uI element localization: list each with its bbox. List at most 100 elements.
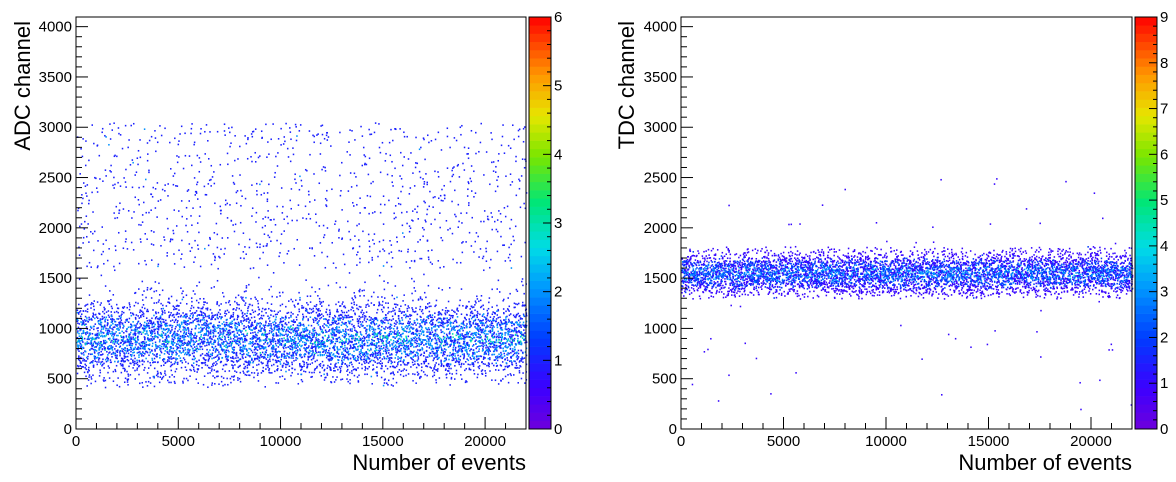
heatmap-cell bbox=[337, 322, 340, 325]
heatmap-cell bbox=[137, 339, 140, 341]
heatmap-cell bbox=[117, 318, 120, 320]
heatmap-cell bbox=[316, 359, 318, 362]
heatmap-cell bbox=[179, 337, 182, 340]
heatmap-cell bbox=[84, 363, 86, 366]
heatmap-cell bbox=[96, 356, 99, 359]
heatmap-cell bbox=[271, 330, 273, 333]
heatmap-cell bbox=[228, 338, 230, 341]
heatmap-cell bbox=[148, 329, 151, 332]
heatmap-cell bbox=[135, 330, 137, 332]
heatmap-cell bbox=[294, 327, 297, 329]
heatmap-cell bbox=[372, 339, 374, 342]
heatmap-cell bbox=[376, 357, 378, 359]
heatmap-cell bbox=[217, 375, 219, 378]
heatmap-cell bbox=[201, 362, 203, 365]
heatmap-cell bbox=[160, 334, 162, 337]
heatmap-cell bbox=[107, 345, 110, 348]
heatmap-cell bbox=[199, 297, 201, 300]
heatmap-cell bbox=[140, 352, 143, 355]
heatmap-cell bbox=[171, 358, 173, 360]
heatmap-cell bbox=[317, 295, 319, 297]
heatmap-cell bbox=[87, 342, 90, 345]
heatmap-cell bbox=[339, 367, 342, 370]
heatmap-cell bbox=[105, 334, 107, 337]
heatmap-cell bbox=[159, 376, 162, 378]
heatmap-cell bbox=[114, 348, 116, 350]
heatmap-cell bbox=[172, 338, 175, 341]
heatmap-cell bbox=[190, 297, 193, 299]
heatmap-cell bbox=[97, 329, 99, 332]
heatmap-cell bbox=[344, 347, 346, 349]
heatmap-cell bbox=[131, 159, 134, 161]
heatmap-cell bbox=[152, 361, 155, 363]
heatmap-cell bbox=[331, 241, 333, 244]
heatmap-cell bbox=[172, 305, 175, 307]
heatmap-cell bbox=[116, 328, 118, 330]
heatmap-cell bbox=[202, 317, 205, 319]
heatmap-cell bbox=[347, 350, 350, 353]
heatmap-cell bbox=[287, 222, 289, 225]
heatmap-cell bbox=[364, 162, 366, 165]
heatmap-cell bbox=[239, 338, 242, 340]
heatmap-cell bbox=[237, 294, 240, 297]
heatmap-cell bbox=[115, 338, 118, 341]
heatmap-cell bbox=[89, 333, 91, 336]
heatmap-cell bbox=[226, 377, 228, 380]
heatmap-cell bbox=[150, 320, 152, 322]
heatmap-cell bbox=[367, 233, 370, 236]
heatmap-cell bbox=[131, 186, 134, 189]
heatmap-cell bbox=[266, 192, 269, 194]
heatmap-cell bbox=[325, 324, 327, 326]
heatmap-cell bbox=[384, 365, 387, 367]
heatmap-cell bbox=[225, 355, 228, 358]
heatmap-cell bbox=[216, 355, 218, 358]
heatmap-cell bbox=[365, 359, 368, 362]
heatmap-cell bbox=[112, 340, 115, 343]
heatmap-cell bbox=[351, 129, 353, 132]
heatmap-cell bbox=[206, 338, 208, 341]
heatmap-cell bbox=[132, 359, 134, 362]
heatmap-cell bbox=[173, 306, 176, 309]
heatmap-cell bbox=[368, 319, 371, 322]
heatmap-cell bbox=[265, 333, 267, 336]
heatmap-cell bbox=[318, 308, 320, 310]
heatmap-cell bbox=[128, 342, 131, 345]
heatmap-cell bbox=[266, 324, 269, 327]
heatmap-cell bbox=[265, 368, 267, 370]
heatmap-cell bbox=[158, 325, 160, 328]
heatmap-cell bbox=[234, 336, 236, 338]
heatmap-cell bbox=[238, 334, 240, 336]
heatmap-cell bbox=[187, 353, 189, 355]
heatmap-cell bbox=[280, 321, 282, 323]
heatmap-cell bbox=[347, 342, 350, 344]
heatmap-cell bbox=[313, 305, 316, 307]
heatmap-cell bbox=[253, 316, 256, 318]
heatmap-cell bbox=[249, 342, 252, 345]
heatmap-cell bbox=[315, 303, 318, 306]
heatmap-cell bbox=[357, 348, 359, 350]
heatmap-cell bbox=[153, 328, 155, 331]
heatmap-cell bbox=[232, 313, 235, 316]
heatmap-cell bbox=[104, 339, 107, 342]
heatmap-cell bbox=[183, 335, 186, 337]
heatmap-cell bbox=[84, 164, 87, 167]
heatmap-cell bbox=[145, 341, 147, 343]
heatmap-cell bbox=[117, 327, 119, 330]
heatmap-cell bbox=[385, 357, 388, 360]
heatmap-cell bbox=[238, 328, 241, 331]
heatmap-cell bbox=[244, 318, 246, 321]
heatmap-cell bbox=[385, 316, 388, 319]
heatmap-cell bbox=[128, 341, 131, 343]
heatmap-cell bbox=[214, 382, 216, 385]
heatmap-cell bbox=[151, 342, 154, 345]
heatmap-cell bbox=[353, 205, 355, 207]
heatmap-cell bbox=[315, 351, 318, 354]
heatmap-cell bbox=[82, 331, 85, 334]
heatmap-cell bbox=[154, 323, 156, 326]
heatmap-cell bbox=[163, 309, 166, 312]
heatmap-cell bbox=[107, 365, 110, 367]
heatmap-cell bbox=[178, 140, 180, 142]
heatmap-cell bbox=[363, 289, 365, 292]
heatmap-cell bbox=[357, 325, 360, 327]
heatmap-cell bbox=[195, 340, 198, 342]
